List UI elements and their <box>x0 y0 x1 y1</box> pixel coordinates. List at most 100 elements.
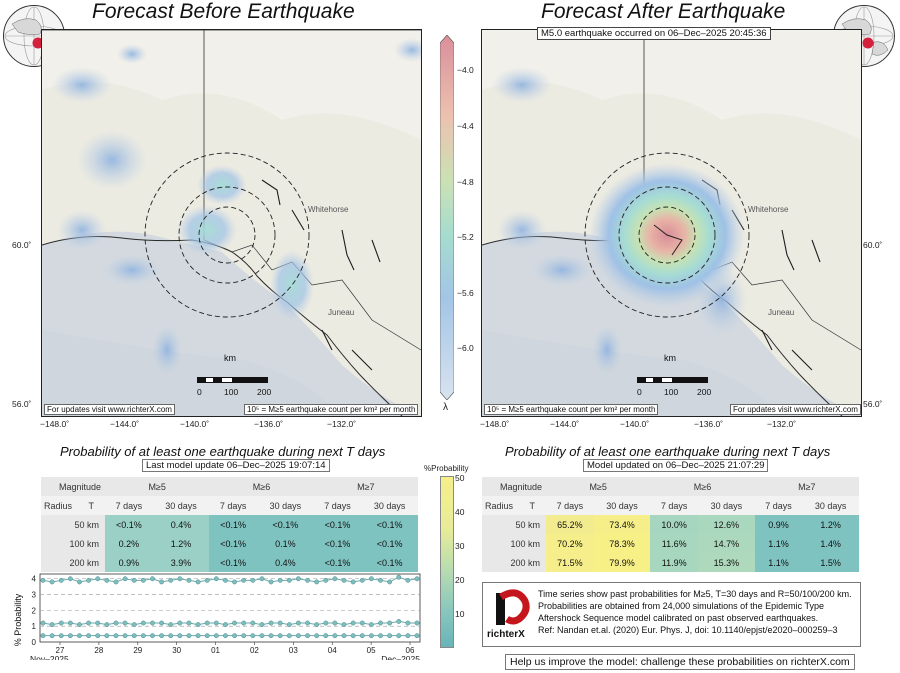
right-probability-table: Magnitude M≥5 M≥6 M≥7 Radius T 7 days 30… <box>482 477 859 572</box>
timeseries-point <box>305 633 310 639</box>
timeseries-point <box>405 620 411 626</box>
timeseries-point <box>341 622 347 628</box>
left-header-magnitude: Magnitude <box>41 477 105 496</box>
timeseries-point <box>314 633 320 639</box>
left-xtick-3: −140.0˚ <box>180 419 210 429</box>
right-period: 7 days <box>546 496 594 515</box>
timeseries-point <box>204 620 210 626</box>
right-cell: 15.3% <box>698 553 755 572</box>
left-cell: 3.9% <box>152 553 210 572</box>
right-period: 30 days <box>593 496 651 515</box>
left-probability-table: Magnitude M≥5 M≥6 M≥7 Radius T 7 days 30… <box>41 477 418 572</box>
timeseries-point <box>95 633 101 639</box>
timeseries-point <box>195 579 201 585</box>
right-scale-label-100: 100 <box>664 387 679 397</box>
richterx-logo-icon <box>491 589 531 629</box>
timeseries-point <box>259 622 265 628</box>
left-cell: <0.1% <box>257 515 314 534</box>
left-period: 30 days <box>257 496 314 515</box>
timeseries-ytick: 1 <box>32 622 37 631</box>
right-cell: 11.9% <box>650 553 698 572</box>
right-header-magnitude: Magnitude <box>482 477 546 496</box>
timeseries-point <box>222 633 228 639</box>
timeseries-point <box>350 579 356 585</box>
timeseries-point <box>414 576 420 582</box>
timeseries-point <box>341 633 347 639</box>
right-scale-label-0: 0 <box>637 387 642 397</box>
timeseries-point <box>286 622 292 628</box>
right-scale-bar <box>637 377 708 383</box>
right-cell: 73.4% <box>593 515 651 534</box>
timeseries-xtick: 27 <box>56 646 65 655</box>
prob-cb-label-30: 30 <box>455 541 465 551</box>
legend-line-1: Time series show past probabilities for … <box>538 589 852 599</box>
right-cell: 1.1% <box>754 553 803 572</box>
left-cell: 0.1% <box>257 534 314 553</box>
timeseries-point <box>378 620 383 626</box>
right-xtick-4: −136.0˚ <box>694 419 724 429</box>
timeseries-point <box>49 579 55 585</box>
timeseries-point <box>131 633 137 639</box>
right-forecast-map[interactable]: Whitehorse Juneau km 0 100 200 10⁵ = M≥5… <box>481 29 862 417</box>
timeseries-point <box>368 633 374 639</box>
timeseries-point <box>350 633 356 639</box>
right-table-title: Probability of at least one earthquake d… <box>505 444 831 459</box>
left-scale-label-0: 0 <box>197 387 202 397</box>
timeseries-xtick: 05 <box>367 646 376 655</box>
model-legend: richterX Time series show past probabili… <box>482 582 861 647</box>
legend-line-3: Aftershock Sequence model calibrated on … <box>538 613 819 623</box>
timeseries-point <box>67 620 73 626</box>
legend-line-4: Ref: Nandan et.al. (2020) Eur. Phys. J, … <box>538 625 838 635</box>
right-period: 30 days <box>698 496 755 515</box>
timeseries-point <box>341 577 347 583</box>
timeseries-point <box>131 622 137 628</box>
right-city-whitehorse: Whitehorse <box>748 205 789 214</box>
left-cell: <0.1% <box>361 515 418 534</box>
left-header-m5: M≥5 <box>105 477 210 496</box>
left-cell: 1.2% <box>152 534 210 553</box>
table-row: 50 km <0.1% 0.4% <0.1% <0.1% <0.1% <0.1% <box>41 515 418 534</box>
right-cell: 14.7% <box>698 534 755 553</box>
right-header-m7: M≥7 <box>754 477 859 496</box>
right-ytick-56: 56.0˚ <box>863 399 883 409</box>
earthquake-annotation: M5.0 earthquake occurred on 06–Dec–2025 … <box>537 27 771 40</box>
table-row: 50 km 65.2% 73.4% 10.0% 12.6% 0.9% 1.2% <box>482 515 859 534</box>
timeseries-point <box>77 622 82 628</box>
timeseries-point <box>305 620 310 626</box>
left-xtick-1: −148.0˚ <box>40 419 70 429</box>
probability-colorbar <box>440 476 454 648</box>
left-xtick-4: −136.0˚ <box>254 419 284 429</box>
timeseries-point <box>378 633 383 639</box>
timeseries-point <box>305 577 310 583</box>
left-ytick-56: 56.0˚ <box>12 399 32 409</box>
timeseries-point <box>86 633 92 639</box>
timeseries-point <box>177 576 183 582</box>
left-scale-unit: km <box>224 353 236 363</box>
timeseries-point <box>213 620 219 626</box>
timeseries-point <box>323 633 329 639</box>
timeseries-point <box>213 633 219 639</box>
prob-cb-label-40: 40 <box>455 507 465 517</box>
timeseries-point <box>140 577 146 583</box>
colorbar-symbol: λ <box>443 402 448 413</box>
probability-colorbar-title: %Probability <box>424 464 469 473</box>
timeseries-point <box>177 620 183 626</box>
timeseries-point <box>332 620 338 626</box>
help-link[interactable]: Help us improve the model: challenge the… <box>505 654 855 670</box>
timeseries-point <box>58 577 64 583</box>
timeseries-point <box>58 620 64 626</box>
timeseries-ytick: 4 <box>32 575 37 584</box>
timeseries-xtick: 02 <box>250 646 259 655</box>
timeseries-point <box>195 622 201 628</box>
left-header-t: T <box>88 500 95 511</box>
left-cell: 0.9% <box>105 553 153 572</box>
timeseries-point <box>40 620 46 626</box>
right-map-title: Forecast After Earthquake <box>541 0 786 23</box>
timeseries-point <box>268 633 274 639</box>
left-forecast-map[interactable]: Whitehorse Juneau km 0 100 200 For updat… <box>41 29 422 417</box>
right-cell: 70.2% <box>546 534 594 553</box>
timeseries-point <box>150 620 155 626</box>
timeseries-point <box>86 620 92 626</box>
timeseries-point <box>332 576 338 582</box>
timeseries-point <box>396 618 402 624</box>
